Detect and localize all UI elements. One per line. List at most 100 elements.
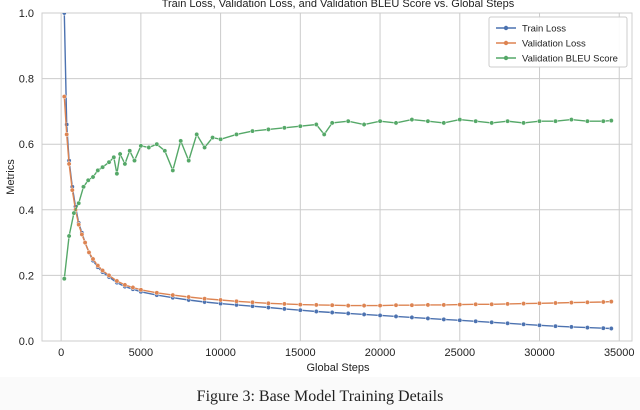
data-point [521, 120, 527, 126]
data-point [106, 272, 112, 278]
data-point [218, 297, 224, 303]
data-point [584, 325, 590, 331]
data-point [297, 302, 303, 308]
data-point [600, 118, 606, 124]
chart-title: Train Loss, Validation Loss, and Validat… [162, 0, 515, 10]
data-point [457, 317, 463, 323]
data-point [409, 314, 415, 320]
y-axis-label: Metrics [5, 159, 17, 195]
data-point [100, 164, 106, 170]
legend-marker [503, 40, 509, 46]
data-point [66, 233, 72, 239]
data-point [393, 313, 399, 319]
data-point [600, 299, 606, 305]
data-point [313, 302, 319, 308]
data-point [234, 298, 239, 304]
legend: Train Loss Validation Loss Validation BLEU… [488, 16, 628, 68]
data-point [441, 316, 447, 322]
figure-caption: Figure 3: Base Model Training Details [196, 388, 444, 405]
legend-marker [503, 55, 509, 61]
data-point [114, 278, 120, 284]
x-tick-label: 35000 [604, 347, 635, 359]
data-point [81, 184, 86, 190]
data-point [114, 171, 120, 177]
x-tick-label: 10000 [205, 347, 236, 359]
data-point [321, 131, 327, 137]
data-point [218, 136, 224, 142]
data-point [297, 307, 303, 313]
data-point [537, 300, 542, 306]
data-point [95, 167, 101, 173]
data-point [138, 287, 144, 293]
data-point [138, 143, 144, 149]
series-layer [61, 13, 614, 331]
data-point [202, 296, 208, 302]
data-point [489, 120, 495, 126]
data-point [457, 117, 463, 123]
data-point [568, 117, 574, 123]
data-point [90, 174, 96, 180]
data-point [117, 151, 123, 157]
data-point [146, 145, 152, 150]
x-tick-label: 25000 [444, 347, 475, 359]
data-point [79, 231, 85, 237]
data-point [361, 303, 367, 309]
data-point [473, 118, 479, 124]
data-point [122, 161, 128, 167]
data-point [66, 161, 72, 167]
data-point [377, 118, 383, 124]
data-point [76, 222, 82, 228]
data-point [537, 322, 542, 328]
data-point [313, 309, 319, 314]
data-point [170, 167, 176, 173]
y-tick-label: 0.4 [19, 205, 34, 217]
y-tick-label: 0.8 [19, 74, 34, 86]
data-point [265, 126, 271, 132]
data-point [489, 319, 495, 325]
data-point [313, 122, 319, 127]
data-point [521, 301, 527, 307]
data-point [127, 148, 133, 154]
footer-band [0, 377, 640, 410]
data-point [505, 301, 511, 307]
data-point [61, 94, 67, 100]
y-tick-label: 1.0 [19, 8, 34, 20]
data-point [521, 321, 527, 327]
data-point [71, 210, 77, 216]
data-point [186, 294, 192, 300]
data-point [202, 145, 208, 150]
data-point [568, 300, 574, 306]
data-point [568, 324, 574, 330]
data-point [281, 125, 287, 131]
data-point [425, 118, 431, 124]
data-point [234, 131, 239, 137]
data-point [76, 200, 82, 206]
data-point [489, 301, 495, 307]
data-point [537, 118, 542, 124]
data-point [457, 302, 463, 308]
data-point [505, 118, 511, 124]
data-point [265, 305, 271, 310]
x-tick-label: 20000 [365, 347, 396, 359]
data-point [281, 301, 287, 307]
plot-area [41, 12, 633, 342]
data-point [329, 120, 335, 126]
data-point [64, 131, 70, 137]
data-point [90, 256, 96, 262]
data-point [425, 302, 431, 308]
plot-frame [41, 12, 633, 342]
data-point [61, 276, 67, 282]
data-point [553, 323, 558, 329]
data-point [329, 310, 335, 315]
data-point [600, 325, 606, 331]
x-tick-label: 5000 [129, 347, 153, 359]
series-validation-bleu-score [61, 117, 614, 282]
data-point [608, 326, 614, 331]
data-point [377, 303, 383, 309]
data-point [297, 123, 303, 129]
data-point [82, 240, 88, 246]
data-point [473, 301, 479, 307]
x-tick-label: 30000 [524, 347, 555, 359]
data-point [69, 187, 75, 193]
data-point [281, 306, 287, 312]
